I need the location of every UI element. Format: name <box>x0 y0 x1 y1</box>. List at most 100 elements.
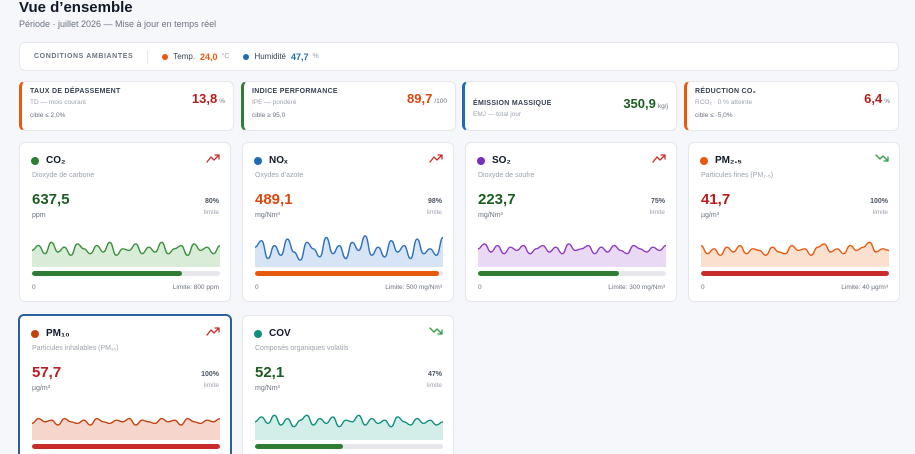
limit-progress-fill <box>255 444 344 449</box>
trend-up-icon <box>206 327 220 336</box>
pollutant-card[interactable]: NOₓ Oxydes d’azote 489,1 mg/Nm³ 98% limi… <box>242 142 454 302</box>
pollutant-description: Oxydes d’azote <box>255 172 304 179</box>
humidity-unit: % <box>312 53 319 60</box>
kpi-unit: % <box>884 98 890 105</box>
temperature-reading: Temp. 24,0 °C <box>162 52 229 62</box>
progress-min-label: 0 <box>255 284 259 291</box>
progress-limit-label: Limite: 500 mg/Nm³ <box>385 284 442 291</box>
limit-progress-fill <box>478 271 619 276</box>
pollutant-name: NOₓ <box>269 155 288 166</box>
kpi-card[interactable]: INDICE PERFORMANCE IPE — pondéré cible ≥… <box>241 81 456 131</box>
progress-limit-label: Limite: 40 µg/m³ <box>841 284 888 291</box>
trend-up-icon <box>429 154 443 163</box>
pollutant-description: Dioxyde de carbone <box>32 172 95 179</box>
pollutant-value: 223,7 <box>478 191 516 208</box>
kpi-title: ÉMISSION MASSIQUE <box>473 100 552 107</box>
progress-limit-label: Limite: 300 mg/Nm³ <box>608 284 665 291</box>
pollutant-name: CO₂ <box>46 155 66 166</box>
sparkline-line <box>701 241 889 257</box>
pollutant-sparkline <box>32 241 220 267</box>
kpi-target: cible ≥ 95,0 <box>252 112 286 119</box>
kpi-target: cible ≤ 2,0% <box>30 112 66 119</box>
sparkline-line <box>255 235 443 261</box>
pollutant-dot-icon <box>31 156 39 165</box>
pollutant-percent: 47% <box>427 371 442 378</box>
kpi-card[interactable]: RÉDUCTION CO₂ RCO₂ · 0 % atteinte cible … <box>684 81 899 131</box>
pollutant-name: SO₂ <box>492 155 511 166</box>
progress-min-label: 0 <box>32 284 36 291</box>
kpi-value: 13,8 <box>191 91 218 106</box>
temperature-dot-icon <box>162 53 169 60</box>
pollutant-unit: mg/Nm³ <box>478 212 503 219</box>
limit-progress-track <box>255 444 443 449</box>
sparkline-line <box>32 241 220 257</box>
pollutant-sparkline <box>255 414 443 440</box>
page-title: Vue d’ensemble <box>19 0 133 16</box>
kpi-subtitle: EMJ — total jour <box>473 111 522 118</box>
temperature-value: 24,0 <box>200 51 218 62</box>
kpi-card[interactable]: ÉMISSION MASSIQUE EMJ — total jour 350,9… <box>462 81 677 131</box>
ambient-conditions-bar: CONDITIONS AMBIANTES Temp. 24,0 °C Humid… <box>19 42 899 71</box>
pollutant-card[interactable]: COV Composés organiques volatils 52,1 mg… <box>242 315 454 454</box>
kpi-value-wrapper: 89,7/100 <box>407 91 447 106</box>
sparkline-line <box>255 414 443 428</box>
pollutant-limit-label: limite <box>426 382 442 389</box>
pollutant-sparkline <box>32 417 220 440</box>
pollutant-header: PM₁₀ <box>31 328 70 339</box>
pollutant-header: CO₂ <box>31 155 65 166</box>
pollutant-sparkline <box>255 235 443 267</box>
sparkline-area <box>478 243 666 267</box>
pollutant-unit: µg/m³ <box>32 385 51 392</box>
sparkline-area <box>255 415 443 440</box>
kpi-card[interactable]: TAUX DE DÉPASSEMENT TD — mois courant ci… <box>19 81 234 131</box>
pollutant-value: 489,1 <box>255 191 293 208</box>
kpi-subtitle: TD — mois courant <box>30 99 86 106</box>
pollutant-card[interactable]: PM₂.₅ Particules fines (PM₂.₅) 41,7 µg/m… <box>688 142 900 302</box>
limit-progress-track <box>32 444 220 449</box>
kpi-title: RÉDUCTION CO₂ <box>695 88 757 95</box>
pollutant-header: SO₂ <box>477 155 511 166</box>
limit-progress-fill <box>701 271 889 276</box>
pollutant-name: PM₂.₅ <box>715 155 742 166</box>
kpi-value: 350,9 <box>623 96 656 111</box>
progress-limit-label: Limite: 800 ppm <box>172 284 219 291</box>
kpi-target: cible ≤ -5,0% <box>695 112 733 119</box>
sparkline-area <box>32 418 220 440</box>
pollutant-header: PM₂.₅ <box>700 155 742 166</box>
kpi-unit: kg/j <box>657 103 668 110</box>
humidity-value: 47,7 <box>291 51 309 62</box>
temperature-label: Temp. <box>173 52 196 61</box>
kpi-value-wrapper: 350,9 kg/j <box>623 96 668 111</box>
sparkline-line <box>478 243 666 255</box>
pollutant-limit-label: limite <box>649 209 665 216</box>
sparkline-area <box>32 242 220 267</box>
pollutant-name: COV <box>269 328 291 339</box>
pollutant-limit-label: limite <box>872 209 888 216</box>
divider <box>147 49 149 64</box>
trend-up-icon <box>206 154 220 163</box>
trend-down-icon <box>875 154 889 162</box>
pollutant-sparkline <box>701 241 889 267</box>
pollutant-dot-icon <box>254 156 262 165</box>
limit-progress-track <box>701 271 889 276</box>
pollutant-card[interactable]: SO₂ Dioxyde de soufre 223,7 mg/Nm³ 75% l… <box>465 142 677 302</box>
humidity-dot-icon <box>243 53 250 60</box>
trend-up-icon <box>652 154 666 163</box>
pollutant-dot-icon <box>700 156 708 165</box>
pollutant-percent: 100% <box>201 371 219 378</box>
pollutant-limit-label: limite <box>426 209 442 216</box>
kpi-value-wrapper: 6,4% <box>864 91 890 106</box>
progress-min-label: 0 <box>701 284 705 291</box>
pollutant-percent: 98% <box>427 198 442 205</box>
pollutant-name: PM₁₀ <box>46 328 70 339</box>
pollutant-card[interactable]: PM₁₀ Particules inhalables (PM₁₀) 57,7 µ… <box>18 314 232 454</box>
trend-down-icon <box>429 327 443 335</box>
pollutant-value: 637,5 <box>32 191 70 208</box>
limit-progress-fill <box>32 271 183 276</box>
limit-progress-track <box>478 271 666 276</box>
pollutant-card[interactable]: CO₂ Dioxyde de carbone 637,5 ppm 80% lim… <box>19 142 231 302</box>
kpi-value: 6,4 <box>864 91 883 106</box>
pollutant-sparkline <box>478 243 666 267</box>
limit-progress-track <box>255 271 443 276</box>
pollutant-unit: µg/m³ <box>701 212 720 219</box>
